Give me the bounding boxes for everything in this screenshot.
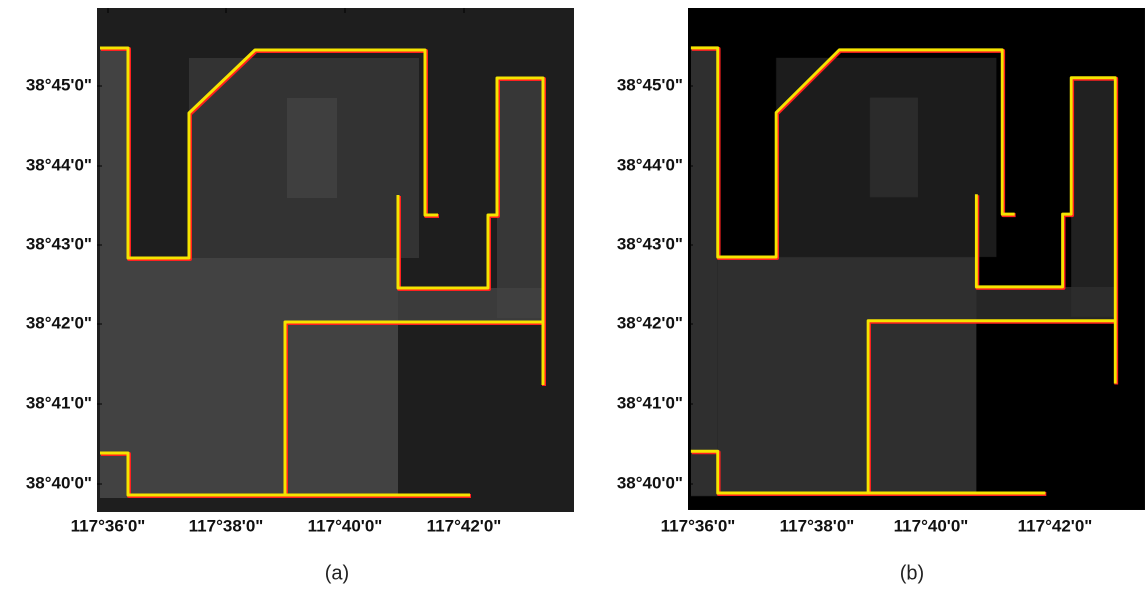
lon-label: 117°38'0" bbox=[780, 516, 855, 535]
lat-label: 38°43'0" bbox=[617, 234, 683, 253]
lat-label: 38°40'0" bbox=[617, 473, 683, 492]
lon-label: 117°38'0" bbox=[189, 516, 264, 535]
sar-image-a bbox=[97, 8, 574, 512]
lat-label: 38°45'0" bbox=[617, 75, 683, 94]
lat-label: 38°44'0" bbox=[617, 155, 683, 174]
lat-label: 38°43'0" bbox=[26, 234, 92, 253]
lon-label: 117°42'0" bbox=[1018, 516, 1093, 535]
lon-label: 117°42'0" bbox=[427, 516, 502, 535]
sar-image-b bbox=[688, 8, 1145, 510]
lat-label: 38°42'0" bbox=[26, 313, 92, 332]
lon-label: 117°40'0" bbox=[308, 516, 383, 535]
lon-label: 117°36'0" bbox=[661, 516, 736, 535]
lat-label: 38°41'0" bbox=[26, 393, 92, 412]
figure: 38°45'0" 38°44'0" 38°43'0" 38°42'0" 38°41'0"… bbox=[0, 0, 1145, 589]
lat-label: 38°41'0" bbox=[617, 393, 683, 412]
lon-label: 117°40'0" bbox=[894, 516, 969, 535]
lat-label: 38°40'0" bbox=[26, 473, 92, 492]
lat-label: 38°42'0" bbox=[617, 313, 683, 332]
caption: (a) bbox=[325, 562, 349, 584]
lat-label: 38°44'0" bbox=[26, 155, 92, 174]
lon-label: 117°36'0" bbox=[71, 516, 146, 535]
lat-label: 38°45'0" bbox=[26, 75, 92, 94]
caption: (b) bbox=[900, 562, 924, 584]
